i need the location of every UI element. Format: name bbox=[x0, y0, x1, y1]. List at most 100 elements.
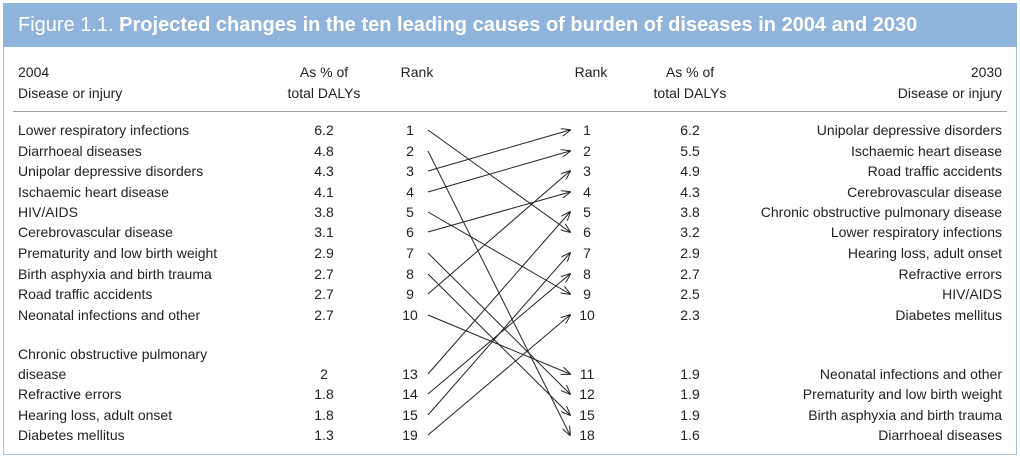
right-year-header: 2030 bbox=[970, 64, 1002, 80]
rank-arrow-6-to-4 bbox=[427, 192, 570, 233]
right-rank-header: Rank bbox=[574, 64, 608, 80]
left-rank-header: Rank bbox=[400, 64, 434, 80]
left-daly-pct: 4.3 bbox=[314, 163, 334, 179]
left-disease-name-cont: disease bbox=[18, 366, 67, 382]
right-rank: 8 bbox=[583, 266, 591, 282]
right-rank: 3 bbox=[583, 163, 591, 179]
rank-arrow-10-to-11 bbox=[427, 314, 570, 374]
right-pct-header-2: total DALYs bbox=[653, 85, 727, 101]
right-disease-name: Unipolar depressive disorders bbox=[816, 122, 1002, 138]
rank-arrow-4-to-2 bbox=[427, 151, 570, 193]
right-rank: 9 bbox=[583, 286, 591, 302]
right-rank: 4 bbox=[583, 184, 591, 200]
left-disease-name: Cerebrovascular disease bbox=[18, 224, 173, 240]
right-disease-name: Hearing loss, adult onset bbox=[847, 245, 1002, 261]
right-rank: 15 bbox=[579, 407, 595, 423]
left-rank: 4 bbox=[406, 184, 414, 200]
left-disease-name: Neonatal infections and other bbox=[18, 307, 201, 323]
figure-title: Figure 1.1. Projected changes in the ten… bbox=[18, 3, 917, 47]
left-daly-pct: 1.3 bbox=[314, 427, 334, 443]
left-disease-name: Unipolar depressive disorders bbox=[18, 163, 204, 179]
right-daly-pct: 4.3 bbox=[680, 184, 700, 200]
left-disease-name: Hearing loss, adult onset bbox=[18, 407, 173, 423]
right-disease-name: Road traffic accidents bbox=[867, 163, 1002, 179]
right-daly-pct: 4.9 bbox=[680, 163, 700, 179]
left-rank: 6 bbox=[406, 224, 414, 240]
right-daly-pct: 1.6 bbox=[680, 427, 700, 443]
left-rank: 2 bbox=[406, 143, 414, 159]
left-disease-name: Road traffic accidents bbox=[18, 286, 153, 302]
right-rank: 12 bbox=[579, 386, 595, 402]
right-daly-pct: 5.5 bbox=[680, 143, 700, 159]
left-rank: 19 bbox=[402, 427, 418, 443]
left-rank: 9 bbox=[406, 286, 414, 302]
right-disease-name: HIV/AIDS bbox=[942, 286, 1002, 302]
left-disease-name: Prematurity and low birth weight bbox=[18, 245, 218, 261]
right-daly-pct: 6.2 bbox=[680, 122, 700, 138]
left-rank: 7 bbox=[406, 245, 414, 261]
right-daly-pct: 1.9 bbox=[680, 366, 700, 382]
right-disease-name: Diarrhoeal diseases bbox=[878, 427, 1002, 443]
right-disease-name: Lower respiratory infections bbox=[830, 224, 1002, 240]
left-disease-name: Diarrhoeal diseases bbox=[18, 143, 142, 159]
left-disease-name: Chronic obstructive pulmonary bbox=[18, 346, 208, 362]
left-daly-pct: 2.7 bbox=[314, 307, 334, 323]
left-daly-pct: 2.7 bbox=[314, 266, 334, 282]
left-daly-pct: 3.8 bbox=[314, 204, 334, 220]
left-rank: 5 bbox=[406, 204, 414, 220]
rank-arrow-5-to-9 bbox=[427, 211, 570, 294]
right-rank: 5 bbox=[583, 204, 591, 220]
right-rank: 10 bbox=[579, 307, 595, 323]
figure-title-text: Projected changes in the ten leading cau… bbox=[119, 14, 918, 36]
right-disease-name: Birth asphyxia and birth trauma bbox=[808, 407, 1002, 423]
left-disease-header: Disease or injury bbox=[18, 85, 123, 101]
left-daly-pct: 4.8 bbox=[314, 143, 334, 159]
right-disease-name: Diabetes mellitus bbox=[895, 307, 1002, 323]
right-daly-pct: 1.9 bbox=[680, 386, 700, 402]
left-rank: 14 bbox=[402, 386, 418, 402]
left-daly-pct: 6.2 bbox=[314, 122, 334, 138]
right-disease-name: Ischaemic heart disease bbox=[851, 143, 1002, 159]
right-rank: 6 bbox=[583, 224, 591, 240]
right-daly-pct: 2.5 bbox=[680, 286, 700, 302]
figure-frame bbox=[3, 47, 1017, 455]
rank-arrow-1-to-6 bbox=[427, 129, 570, 232]
left-disease-name: Lower respiratory infections bbox=[18, 122, 190, 138]
rank-arrow-15-to-7 bbox=[427, 253, 570, 416]
left-rank: 3 bbox=[406, 163, 414, 179]
right-disease-name: Chronic obstructive pulmonary disease bbox=[760, 204, 1002, 220]
left-pct-header-2: total DALYs bbox=[287, 85, 361, 101]
left-year-header: 2004 bbox=[18, 64, 50, 80]
rank-arrow-3-to-1 bbox=[427, 130, 570, 172]
left-daly-pct: 2.7 bbox=[314, 286, 334, 302]
right-disease-name: Prematurity and low birth weight bbox=[802, 386, 1002, 402]
right-rank: 1 bbox=[583, 122, 591, 138]
right-disease-name: Cerebrovascular disease bbox=[847, 184, 1002, 200]
right-rank: 11 bbox=[579, 366, 595, 382]
right-rank: 2 bbox=[583, 143, 591, 159]
left-disease-name: Refractive errors bbox=[18, 386, 122, 402]
left-daly-pct: 4.1 bbox=[314, 184, 334, 200]
right-daly-pct: 2.7 bbox=[680, 266, 700, 282]
left-rank: 13 bbox=[402, 366, 418, 382]
figure-banner: Figure 1.1. Projected changes in the ten… bbox=[3, 3, 1017, 47]
left-daly-pct: 2 bbox=[320, 366, 328, 382]
left-disease-name: HIV/AIDS bbox=[18, 204, 78, 220]
right-rank: 18 bbox=[579, 427, 595, 443]
left-disease-name: Diabetes mellitus bbox=[18, 427, 125, 443]
left-disease-name: Birth asphyxia and birth trauma bbox=[18, 266, 212, 282]
left-daly-pct: 1.8 bbox=[314, 386, 334, 402]
left-rank: 8 bbox=[406, 266, 414, 282]
right-daly-pct: 3.2 bbox=[680, 224, 700, 240]
right-daly-pct: 1.9 bbox=[680, 407, 700, 423]
rank-arrow-13-to-5 bbox=[427, 212, 570, 375]
left-rank: 15 bbox=[402, 407, 418, 423]
left-pct-header-1: As % of bbox=[299, 64, 349, 80]
rank-arrow-7-to-12 bbox=[427, 252, 570, 394]
right-disease-name: Neonatal infections and other bbox=[819, 366, 1002, 382]
left-disease-name: Ischaemic heart disease bbox=[18, 184, 169, 200]
right-disease-header: Disease or injury bbox=[897, 85, 1002, 101]
figure-label: Figure 1.1. bbox=[18, 14, 114, 36]
right-disease-name: Refractive errors bbox=[898, 266, 1002, 282]
